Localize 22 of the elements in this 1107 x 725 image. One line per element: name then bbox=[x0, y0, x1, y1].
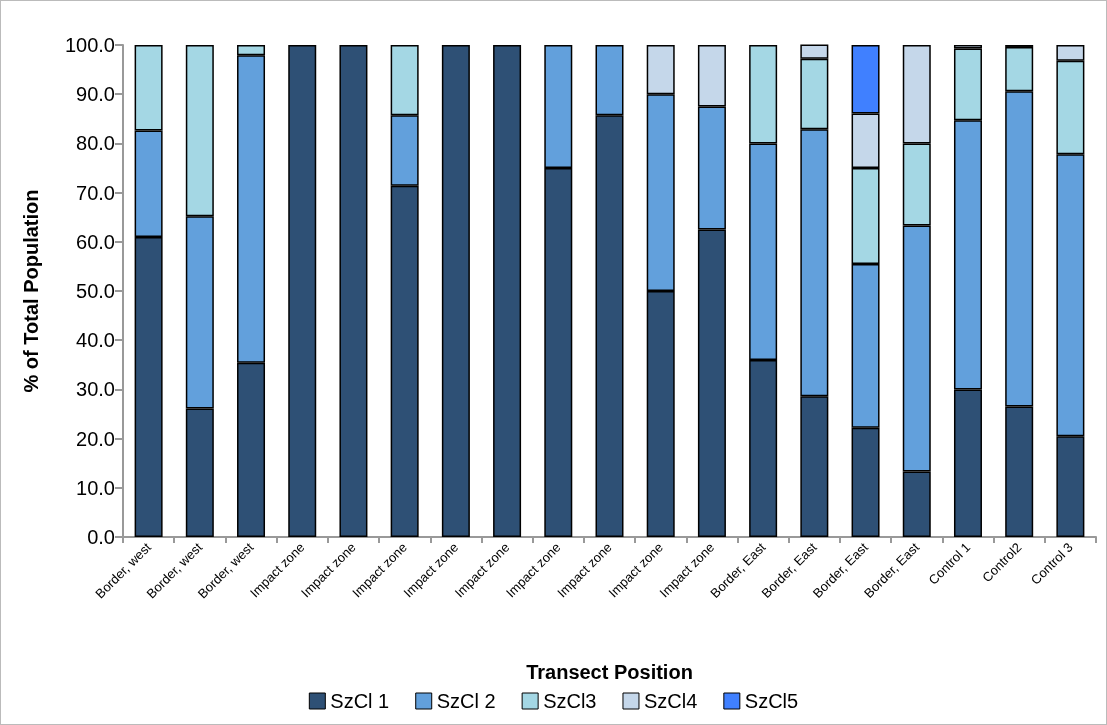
y-tick-label: 40.0 bbox=[76, 329, 115, 352]
bar bbox=[288, 45, 317, 537]
y-tick-label: 20.0 bbox=[76, 427, 115, 450]
y-tick-label: 90.0 bbox=[76, 83, 115, 106]
legend-label: SzCl4 bbox=[643, 690, 698, 712]
y-tick-label: 100.0 bbox=[64, 34, 115, 56]
legend-label: SzCl5 bbox=[744, 690, 799, 712]
bar bbox=[493, 45, 522, 537]
x-axis-title: Transect Position bbox=[526, 661, 693, 683]
y-tick-label: 0.0 bbox=[87, 526, 115, 548]
y-tick-label: 30.0 bbox=[76, 378, 115, 401]
legend-label: SzCl 2 bbox=[436, 690, 496, 712]
bar bbox=[339, 45, 368, 537]
y-tick-label: 60.0 bbox=[76, 230, 115, 253]
legend-label: SzCl3 bbox=[543, 690, 597, 712]
y-tick-label: 10.0 bbox=[76, 476, 115, 499]
y-tick-label: 80.0 bbox=[76, 132, 115, 155]
legend-label: SzCl 1 bbox=[330, 690, 390, 712]
y-tick-label: 50.0 bbox=[76, 280, 115, 302]
y-axis-title: % of Total Population bbox=[20, 189, 42, 393]
y-tick-label: 70.0 bbox=[76, 181, 115, 204]
bar bbox=[441, 45, 470, 537]
